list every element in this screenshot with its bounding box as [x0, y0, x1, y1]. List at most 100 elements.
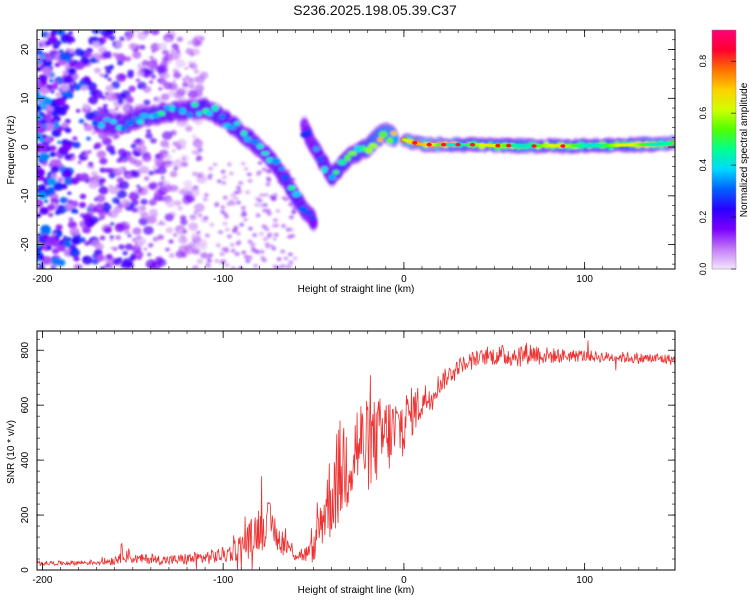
- noise-speckle: [165, 199, 176, 208]
- noise-speckle: [49, 151, 57, 158]
- noise-speckle: [156, 222, 161, 227]
- noise-speckle: [136, 184, 141, 189]
- noise-speckle: [209, 222, 215, 227]
- noise-speckle: [114, 223, 126, 233]
- noise-speckle: [145, 132, 153, 139]
- noise-speckle: [44, 115, 53, 123]
- noise-speckle: [104, 167, 111, 173]
- ridge-blob: [136, 118, 145, 125]
- noise-speckle: [155, 154, 160, 158]
- noise-speckle: [43, 199, 49, 204]
- noise-speckle: [190, 232, 201, 241]
- noise-speckle: [190, 197, 195, 201]
- noise-speckle: [228, 199, 234, 204]
- snr-x-axis-label: Height of straight line (km): [298, 585, 415, 596]
- noise-speckle: [92, 89, 103, 99]
- ridge-blob: [278, 166, 285, 171]
- noise-speckle: [171, 43, 179, 50]
- noise-speckle: [91, 239, 101, 248]
- noise-speckle: [146, 128, 152, 134]
- ridge-blob: [309, 215, 316, 221]
- noise-speckle: [122, 105, 131, 112]
- snr-x-tick-label: -200: [32, 575, 52, 586]
- colorbar-ticks: 0.0 0.2 0.4 0.6 0.8: [698, 55, 736, 275]
- noise-speckle: [180, 218, 188, 226]
- noise-speckle: [68, 61, 76, 68]
- noise-speckle: [171, 149, 176, 153]
- noise-speckle: [150, 42, 161, 52]
- noise-speckle: [81, 151, 86, 155]
- noise-speckle: [119, 180, 130, 190]
- noise-speckle: [202, 197, 208, 202]
- noise-speckle: [107, 77, 112, 82]
- noise-speckle: [57, 244, 66, 252]
- noise-speckle: [119, 56, 127, 62]
- noise-speckle: [46, 236, 57, 245]
- noise-speckle: [104, 263, 111, 269]
- noise-speckle: [135, 78, 141, 83]
- noise-speckle: [55, 92, 62, 98]
- noise-speckle: [87, 150, 92, 154]
- noise-speckle: [44, 40, 51, 47]
- snr-y-axis-label: SNR (10 * v/v): [6, 420, 17, 484]
- noise-speckle: [247, 178, 253, 183]
- noise-speckle: [70, 153, 75, 157]
- noise-speckle: [37, 164, 42, 171]
- ridge-blob: [186, 112, 194, 119]
- spectrogram-y-axis-label: Frequency (Hz): [6, 116, 17, 185]
- noise-speckle: [86, 82, 97, 91]
- noise-speckle: [75, 109, 81, 113]
- colorbar-tick-label: 0.6: [698, 107, 708, 120]
- ridge-hotspot: [441, 142, 447, 147]
- snr-x-tick-label: -100: [213, 575, 233, 586]
- noise-speckle: [117, 99, 124, 105]
- noise-speckle: [37, 104, 42, 113]
- noise-speckle: [73, 84, 81, 91]
- noise-speckle: [49, 78, 54, 83]
- noise-speckle: [177, 190, 181, 194]
- noise-speckle: [160, 93, 170, 101]
- noise-speckle: [166, 37, 171, 42]
- noise-speckle: [173, 71, 182, 79]
- noise-speckle: [175, 58, 186, 68]
- noise-speckle: [114, 107, 119, 111]
- noise-speckle: [99, 235, 106, 241]
- noise-speckle: [257, 161, 263, 166]
- noise-speckle: [37, 168, 45, 177]
- noise-speckle: [192, 264, 199, 269]
- noise-speckle: [37, 49, 43, 56]
- noise-speckle: [82, 213, 93, 222]
- noise-speckle: [99, 167, 106, 173]
- ridge-core: [672, 141, 675, 145]
- noise-speckle: [243, 254, 249, 259]
- colorbar-tick-label: 0.4: [698, 159, 708, 172]
- noise-speckle: [39, 99, 44, 103]
- noise-speckle: [224, 214, 230, 219]
- noise-speckle: [153, 169, 160, 175]
- noise-speckle: [163, 153, 172, 161]
- noise-speckle: [165, 227, 174, 234]
- noise-speckle: [229, 242, 235, 247]
- noise-speckle: [185, 125, 193, 132]
- noise-speckle: [122, 257, 134, 267]
- ridge-band: [309, 216, 318, 229]
- noise-speckle: [160, 176, 165, 180]
- noise-speckle: [111, 81, 121, 89]
- noise-speckle: [167, 90, 176, 98]
- noise-speckle: [248, 226, 254, 231]
- spectrogram-y-tick-label: 0: [20, 144, 31, 150]
- noise-speckle: [181, 82, 189, 88]
- noise-speckle: [59, 83, 70, 92]
- noise-speckle: [50, 173, 58, 179]
- noise-speckle: [55, 224, 63, 231]
- noise-speckle: [41, 105, 47, 111]
- noise-speckle: [115, 235, 122, 241]
- noise-speckle: [233, 225, 239, 230]
- noise-speckle: [265, 244, 271, 249]
- noise-speckle: [112, 41, 117, 45]
- snr-marks: [37, 340, 675, 570]
- noise-speckle: [95, 202, 105, 211]
- noise-speckle: [255, 213, 261, 218]
- ridge-blob: [98, 121, 105, 129]
- noise-speckle: [192, 248, 201, 255]
